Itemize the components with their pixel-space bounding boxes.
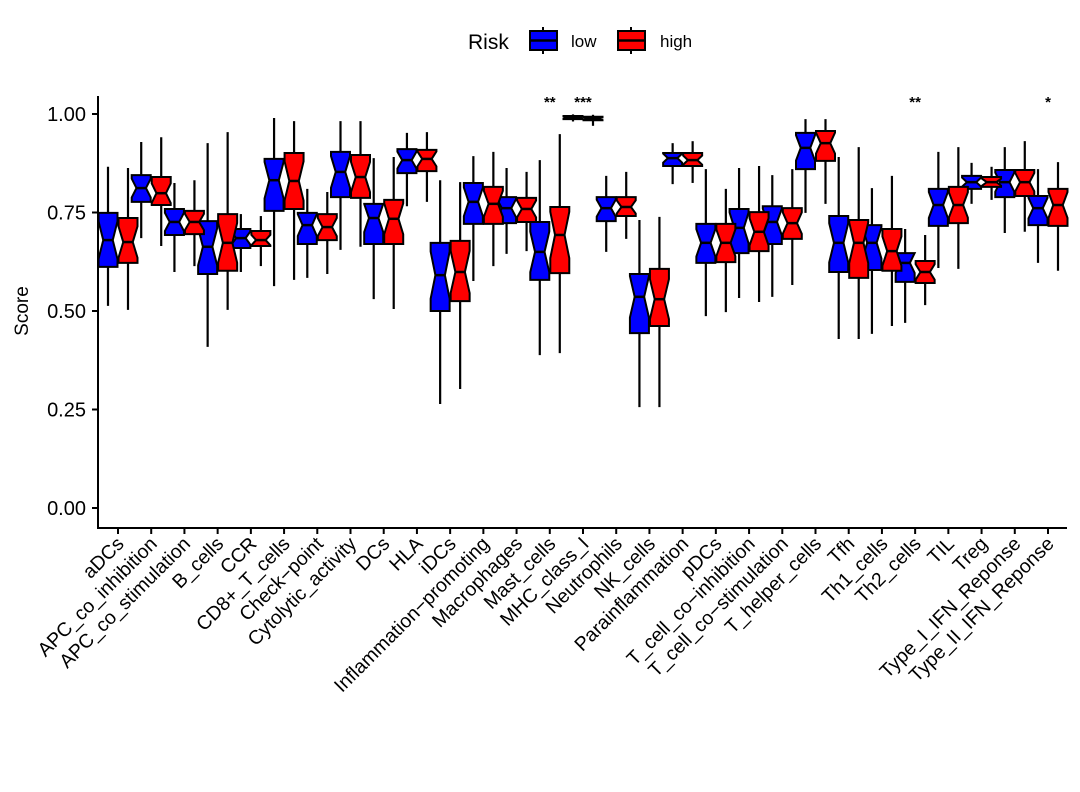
legend-key-low [529, 27, 558, 54]
box-high-Cytolytic_activity [350, 121, 371, 247]
legend: Risk low high [468, 27, 692, 54]
box-high-Tfh [848, 147, 870, 339]
y-axis-title: Score [12, 286, 33, 336]
box-body [795, 131, 816, 171]
x-axis: aDCsAPC_co_inhibitionAPC_co_stimulationB… [34, 528, 1059, 697]
box-high-Type_II_IFN_Reponse [1047, 162, 1069, 271]
box-high-Mast_cells [549, 134, 571, 354]
box-low-TIL [927, 151, 949, 269]
box-high-TIL [947, 147, 969, 269]
box-low-HLA [396, 132, 418, 207]
box-high-MHC_class_I [582, 114, 604, 126]
box-low-APC_co_inhibition [130, 141, 152, 239]
y-tick-label: 0.50 [47, 301, 86, 323]
box-low-Tfh [828, 156, 850, 339]
box-high-NK_cells [648, 216, 670, 408]
box-high-T_helper_cells [815, 119, 836, 204]
y-axis: 0.00 0.25 0.50 0.75 1.00 [47, 104, 98, 520]
legend-title: Risk [468, 31, 509, 54]
box-high-iDCs [449, 182, 471, 390]
significance-labels: ** *** ** * [544, 94, 1051, 111]
y-tick-label: 1.00 [47, 104, 86, 126]
box-high-Th2_cells [914, 234, 936, 306]
box-high-DCs [383, 156, 405, 310]
legend-label-low: low [571, 32, 597, 51]
box-high-APC_co_stimulation [183, 180, 205, 267]
y-tick-label: 0.00 [47, 498, 86, 520]
box-high-APC_co_inhibition [150, 137, 172, 246]
box-low-DCs [363, 158, 385, 300]
box-body [482, 185, 504, 225]
box-body [662, 152, 684, 168]
box-low-MHC_class_I [562, 114, 584, 122]
y-tick-label: 0.25 [47, 400, 86, 422]
legend-key-high [617, 27, 646, 54]
box-high-aDCs [117, 167, 139, 310]
box-high-T_cell_co−stimulation [781, 169, 803, 285]
box-high-Th1_cells [881, 175, 903, 326]
x-tick-label: DCs [352, 533, 395, 576]
box-body [150, 176, 172, 207]
box-low-Type_II_IFN_Reponse [1027, 169, 1049, 263]
box-body [848, 218, 870, 279]
significance-label: ** [544, 94, 556, 111]
box-high-CD8+_T_cells [283, 121, 305, 280]
box-high-B_cells [217, 132, 239, 310]
box-body [429, 241, 451, 312]
box-high-T_cell_co−inhibition [748, 166, 770, 302]
box-high-HLA [416, 132, 438, 202]
box-high-pDCs [715, 188, 737, 313]
box-body [363, 202, 385, 246]
box-body [1047, 187, 1069, 227]
box-low-Neutrophils [595, 175, 617, 252]
box-high-Inflammation−promoting [482, 151, 504, 267]
box-body [383, 198, 405, 246]
box-body [648, 267, 670, 327]
box-high-Neutrophils [615, 171, 637, 239]
box-body [330, 150, 351, 199]
box-low-iDCs [429, 180, 451, 404]
box-body [1027, 194, 1049, 227]
box-high-Parainflammation [682, 141, 704, 183]
y-tick-label: 0.75 [47, 203, 86, 225]
box-body [549, 205, 571, 275]
legend-label-high: high [660, 32, 692, 51]
box-low-Parainflammation [662, 143, 684, 185]
box-low-pDCs [695, 169, 717, 317]
box-low-aDCs [97, 166, 119, 306]
box-body [628, 272, 650, 335]
box-low-CD8+_T_cells [263, 117, 285, 287]
box-body [927, 187, 949, 227]
box-high-Check−point [316, 192, 338, 274]
box-body [117, 217, 139, 264]
box-body [462, 181, 484, 225]
box-body [263, 157, 285, 212]
box-low-Mast_cells [529, 160, 551, 356]
box-low-NK_cells [628, 219, 650, 408]
significance-label: ** [909, 94, 921, 111]
boxes [97, 114, 1069, 408]
significance-label: *** [574, 94, 592, 111]
significance-label: * [1045, 94, 1051, 111]
box-low-Treg [961, 162, 983, 204]
box-low-B_cells [197, 143, 219, 347]
box-body [296, 211, 318, 246]
box-high-Type_I_IFN_Reponse [1014, 141, 1036, 232]
box-high-CCR [250, 216, 272, 267]
box-low-Type_I_IFN_Reponse [994, 147, 1016, 233]
box-low-T_helper_cells [795, 119, 816, 213]
box-body [815, 129, 836, 162]
box-body [416, 148, 438, 173]
box-high-Macrophages [516, 171, 538, 252]
box-body [250, 230, 272, 247]
box-high-Treg [981, 166, 1003, 200]
